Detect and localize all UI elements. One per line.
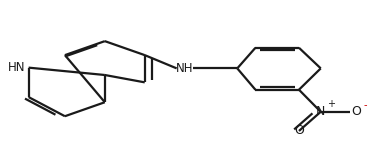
Text: O: O [351,105,361,118]
Text: N: N [316,105,325,118]
Text: -: - [363,100,367,110]
Text: HN: HN [8,61,26,74]
Text: +: + [327,99,335,110]
Text: O: O [294,124,304,137]
Text: NH: NH [176,62,194,75]
